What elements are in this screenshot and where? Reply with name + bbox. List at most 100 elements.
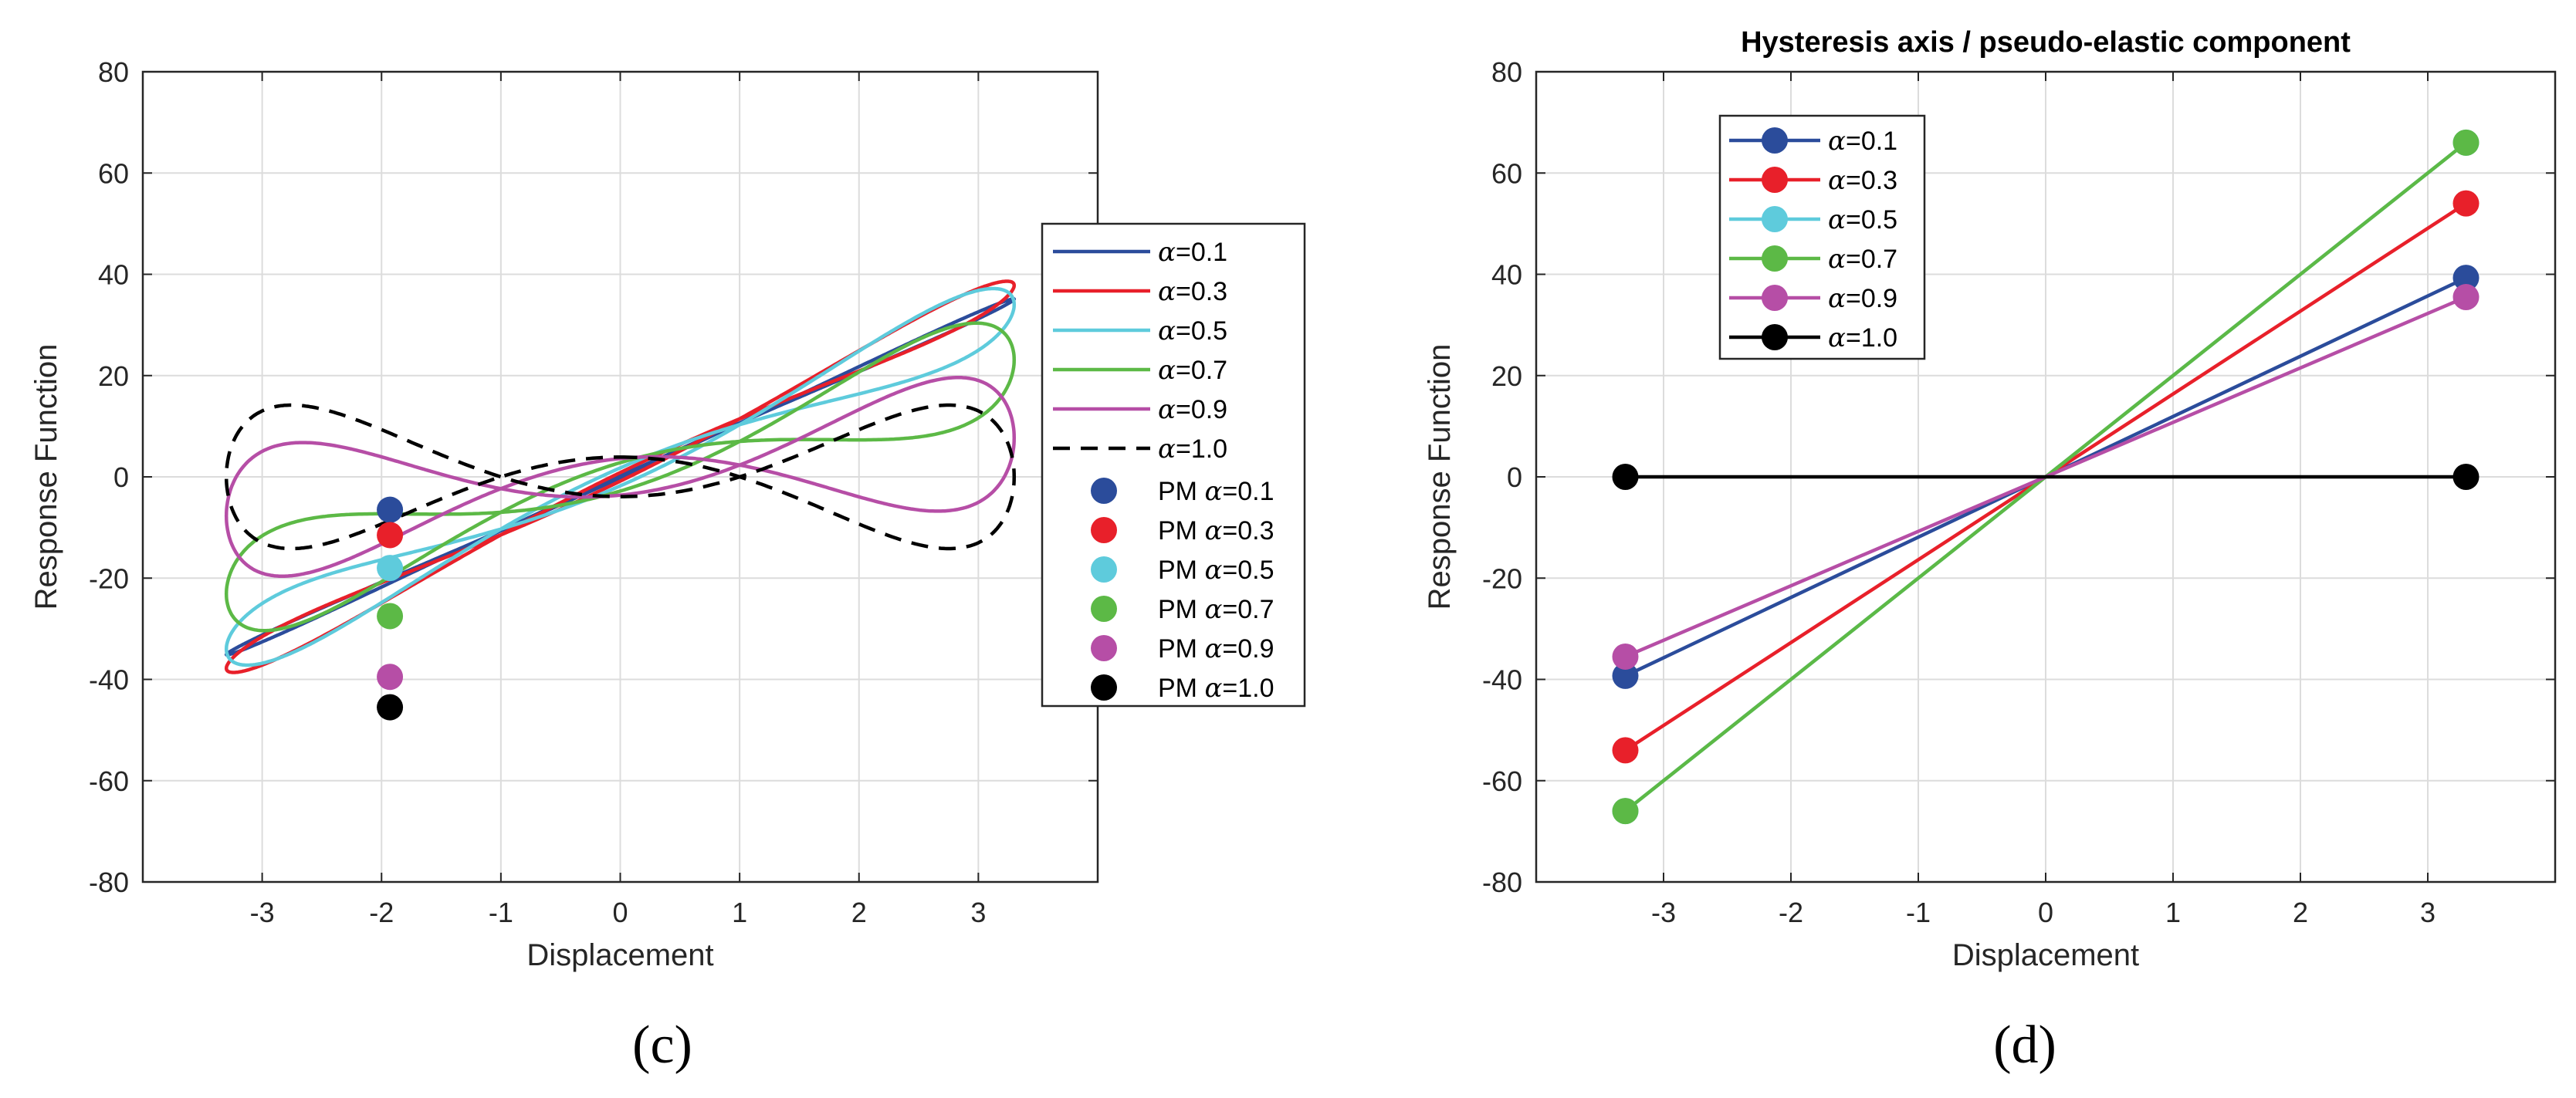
y-tick-label: 60 xyxy=(1491,157,1522,189)
y-tick-label: -20 xyxy=(1482,563,1522,594)
legend-marker-a09 xyxy=(1091,635,1117,661)
x-tick-label: 3 xyxy=(970,897,986,928)
legend-marker-a05 xyxy=(1762,206,1788,232)
pm-point-a01 xyxy=(377,496,404,523)
panel-d-chart: -3 -2 -1 0 1 2 3 -80 -60 -40 -20 0 20 40 60 80 Displacem… xyxy=(1423,26,2557,1075)
y-tick-label: 60 xyxy=(98,157,129,189)
legend-value: =0.5 xyxy=(1176,316,1227,346)
y-tick-label: 0 xyxy=(113,461,129,493)
legend-prefix: PM xyxy=(1158,516,1204,546)
legend-text: α=0.5 xyxy=(1158,316,1227,346)
legend-value: =0.3 xyxy=(1176,277,1227,306)
x-tick-label: 0 xyxy=(2038,897,2053,928)
legend-value: =1.0 xyxy=(1222,674,1274,703)
pm-point-a10 xyxy=(377,694,404,721)
y-tick-label: -80 xyxy=(89,867,129,898)
legend-value: =0.5 xyxy=(1846,205,1897,235)
legend-marker-a01 xyxy=(1762,127,1788,154)
x-tick-label: 2 xyxy=(851,897,867,928)
alpha-symbol: α xyxy=(1204,515,1222,546)
legend-marker-a03 xyxy=(1762,167,1788,193)
series-a01-point xyxy=(1612,662,1639,689)
legend-marker-a07 xyxy=(1091,596,1117,622)
x-tick-label: 2 xyxy=(2293,897,2308,928)
legend-value: =0.5 xyxy=(1222,556,1274,585)
legend-value: =1.0 xyxy=(1846,323,1897,353)
x-tick-label: -3 xyxy=(1651,897,1676,928)
legend: α=0.1α=0.3α=0.5α=0.7α=0.9α=1.0 xyxy=(1718,114,1926,360)
alpha-symbol: α xyxy=(1204,633,1222,664)
legend-prefix: PM xyxy=(1158,595,1204,624)
y-axis-label: Response Function xyxy=(1423,344,1457,610)
legend-text: PM α=0.3 xyxy=(1158,515,1274,546)
legend-prefix: PM xyxy=(1158,634,1204,664)
pm-point-a03 xyxy=(377,522,404,549)
pm-point-a07 xyxy=(377,603,404,630)
legend-value: =0.1 xyxy=(1176,238,1227,267)
legend-box xyxy=(1041,222,1306,708)
legend-marker-a03 xyxy=(1091,517,1117,543)
legend-text: PM α=0.9 xyxy=(1158,633,1274,664)
legend-value: =0.3 xyxy=(1222,516,1274,546)
alpha-symbol: α xyxy=(1204,673,1222,704)
alpha-symbol: α xyxy=(1828,204,1846,235)
series-a09-point xyxy=(1612,643,1639,670)
x-tick-label: 1 xyxy=(732,897,747,928)
legend-marker-a05 xyxy=(1091,556,1117,583)
y-tick-label: 20 xyxy=(1491,360,1522,392)
series-a10-point xyxy=(1612,464,1639,490)
alpha-symbol: α xyxy=(1828,283,1846,314)
legend-value: =0.3 xyxy=(1846,166,1897,195)
alpha-symbol: α xyxy=(1158,355,1176,386)
legend-value: =0.7 xyxy=(1846,245,1897,274)
legend-text: α=0.3 xyxy=(1828,165,1897,196)
alpha-symbol: α xyxy=(1828,126,1846,157)
y-tick-label: -60 xyxy=(1482,765,1522,797)
y-tick-label: -40 xyxy=(1482,664,1522,696)
series-a07-point xyxy=(1612,798,1639,825)
legend-prefix: PM xyxy=(1158,477,1204,506)
alpha-symbol: α xyxy=(1158,316,1176,346)
alpha-symbol: α xyxy=(1158,394,1176,425)
series-a09-point xyxy=(2452,284,2480,311)
alpha-symbol: α xyxy=(1828,323,1846,353)
legend-marker-a01 xyxy=(1091,478,1117,504)
legend-text: α=0.7 xyxy=(1158,355,1227,386)
legend-text: α=0.1 xyxy=(1158,237,1227,268)
axes-frame xyxy=(1535,70,2557,883)
panel-caption: (d) xyxy=(1993,1015,2056,1075)
series-a09-loop xyxy=(224,376,1017,578)
legend-text: PM α=0.1 xyxy=(1158,476,1274,507)
y-tick-label: -80 xyxy=(1482,867,1522,898)
x-tick-label: -2 xyxy=(369,897,394,928)
y-tick-label: -40 xyxy=(89,664,129,696)
legend-value: =0.9 xyxy=(1846,284,1897,313)
y-tick-label: 40 xyxy=(1491,259,1522,291)
series-a05-loop xyxy=(224,286,1017,667)
legend-marker-a07 xyxy=(1762,245,1788,272)
x-tick-label: -1 xyxy=(489,897,513,928)
alpha-symbol: α xyxy=(1204,555,1222,586)
y-tick-label: 80 xyxy=(1491,56,1522,88)
x-tick-label: -3 xyxy=(250,897,275,928)
legend-text: α=0.1 xyxy=(1828,126,1897,157)
series-a10-loop xyxy=(224,403,1017,551)
alpha-symbol: α xyxy=(1158,237,1176,268)
y-axis-label: Response Function xyxy=(29,344,63,610)
legend-marker-a10 xyxy=(1762,324,1788,350)
x-tick-label: -2 xyxy=(1779,897,1803,928)
chart-title: Hysteresis axis / pseudo-elastic compone… xyxy=(1741,26,2351,59)
legend-text: PM α=0.5 xyxy=(1158,555,1274,586)
y-tick-label: 40 xyxy=(98,259,129,291)
y-tick-label: 0 xyxy=(1507,461,1522,493)
pm-point-a05 xyxy=(377,555,404,582)
alpha-symbol: α xyxy=(1828,244,1846,275)
legend-value: =0.9 xyxy=(1222,634,1274,664)
legend-value: =0.7 xyxy=(1222,595,1274,624)
legend-box xyxy=(1718,114,1926,360)
alpha-symbol: α xyxy=(1158,276,1176,307)
y-tick-label: 20 xyxy=(98,360,129,392)
legend-text: PM α=0.7 xyxy=(1158,594,1274,625)
y-tick-label: -20 xyxy=(89,563,129,594)
